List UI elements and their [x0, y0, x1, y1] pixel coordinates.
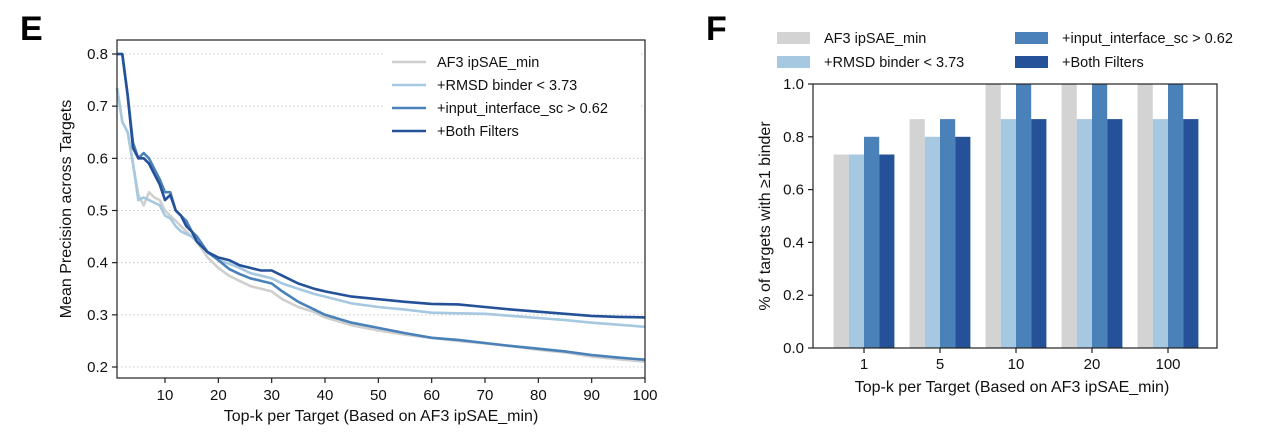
e-y-tick-label: 0.2: [87, 359, 108, 376]
f-legend-swatch-rmsd-binder-3-73: [777, 56, 810, 68]
f-legend-label-rmsd-binder-3-73: +RMSD binder < 3.73: [824, 55, 964, 71]
f-bar-rmsd-binder-3-73-k1: [848, 154, 864, 348]
f-x-tick-label: 100: [1155, 356, 1180, 373]
e-y-tick-label: 0.3: [87, 307, 108, 324]
panel-letter-e: E: [20, 10, 43, 48]
f-bar-af3-ipsae-min-k5: [909, 119, 925, 348]
f-bar-af3-ipsae-min-k20: [1061, 84, 1077, 348]
f-legend: AF3 ipSAE_min +RMSD binder < 3.73 +input_i…: [777, 31, 1233, 71]
e-x-tick-label: 30: [263, 387, 280, 404]
e-y-tick-label: 0.8: [87, 46, 108, 63]
f-bar-both-filters-k10: [1031, 119, 1047, 348]
f-legend-swatch-af3-ipsae-min: [777, 32, 810, 44]
f-y-tick-label: 0.4: [783, 234, 804, 251]
e-x-tick-label: 90: [583, 387, 600, 404]
f-x-tick-label: 10: [1008, 356, 1025, 373]
f-x-tick-label: 1: [860, 356, 868, 373]
f-bar-input-interface-sc-0-62-k100: [1168, 84, 1184, 348]
e-x-tick-label: 80: [530, 387, 547, 404]
f-x-tick-label: 20: [1084, 356, 1101, 373]
f-bar-rmsd-binder-3-73-k20: [1076, 119, 1092, 348]
f-bar-both-filters-k100: [1183, 119, 1199, 348]
e-y-tick-label: 0.5: [87, 203, 108, 220]
f-bar-both-filters-k1: [879, 154, 895, 348]
e-legend-label-af3-ipsae-min: AF3 ipSAE_min: [437, 55, 539, 71]
f-x-ticks: 1 5 10 20 100: [860, 348, 1181, 373]
e-legend-label-input-interface-sc-0-62: +input_interface_sc > 0.62: [437, 101, 608, 117]
e-legend-background: [384, 48, 639, 144]
panel-e-line-chart: 10 20 30 40 50 60 70 80 90 100 0.2 0.3 0.4 0.5 0.6 0.7…: [58, 39, 658, 425]
e-x-tick-label: 40: [317, 387, 334, 404]
f-bar-rmsd-binder-3-73-k10: [1000, 119, 1016, 348]
e-y-tick-label: 0.7: [87, 98, 108, 115]
e-legend: AF3 ipSAE_min +RMSD binder < 3.73 +input_i…: [384, 48, 639, 144]
f-bar-both-filters-k20: [1107, 119, 1123, 348]
f-bars: [833, 84, 1199, 348]
f-bar-both-filters-k5: [955, 136, 971, 348]
e-x-tick-label: 10: [157, 387, 174, 404]
e-y-ticks: 0.2 0.3 0.4 0.5 0.6 0.7 0.8: [87, 46, 117, 376]
e-x-tick-label: 20: [210, 387, 227, 404]
e-x-tick-label: 60: [423, 387, 440, 404]
e-legend-label-both-filters: +Both Filters: [437, 124, 519, 140]
e-line-input-interface-sc-0-62: [117, 52, 646, 361]
f-x-tick-label: 5: [936, 356, 944, 373]
f-bar-rmsd-binder-3-73-k100: [1152, 119, 1168, 348]
f-bar-input-interface-sc-0-62-k10: [1016, 84, 1032, 348]
f-bar-input-interface-sc-0-62-k1: [864, 136, 880, 348]
e-x-tick-label: 100: [632, 387, 657, 404]
e-x-axis-label: Top-k per Target (Based on AF3 ipSAE_min…: [224, 408, 539, 425]
f-y-tick-label: 0.2: [783, 287, 804, 304]
e-x-ticks: 10 20 30 40 50 60 70 80 90 100: [157, 378, 658, 404]
f-legend-label-input-interface-sc-0-62: +input_interface_sc > 0.62: [1062, 31, 1233, 47]
e-legend-label-rmsd-binder-3-73: +RMSD binder < 3.73: [437, 78, 577, 94]
f-bar-af3-ipsae-min-k10: [985, 84, 1001, 348]
f-x-axis-label: Top-k per Target (Based on AF3 ipSAE_min…: [855, 379, 1170, 396]
f-bar-af3-ipsae-min-k1: [833, 154, 849, 348]
f-bar-af3-ipsae-min-k100: [1137, 84, 1153, 348]
e-x-tick-label: 70: [477, 387, 494, 404]
f-plot-frame: [812, 83, 1218, 349]
e-y-tick-label: 0.4: [87, 255, 108, 272]
f-bar-rmsd-binder-3-73-k5: [924, 136, 940, 348]
f-y-tick-label: 0.0: [783, 340, 804, 357]
f-y-tick-label: 0.8: [783, 129, 804, 146]
e-line-rmsd-binder-3-73: [115, 87, 646, 329]
f-bar-input-interface-sc-0-62-k5: [940, 119, 956, 348]
e-series-lines: [115, 52, 646, 364]
panel-letter-f: F: [706, 10, 727, 48]
f-legend-swatch-input-interface-sc-0-62: [1015, 32, 1048, 44]
f-y-ticks: 0.0 0.2 0.4 0.6 0.8 1.0: [783, 76, 813, 357]
e-y-axis-label: Mean Precision across Targets: [58, 100, 75, 318]
f-legend-swatch-both-filters: [1015, 56, 1048, 68]
f-y-tick-label: 1.0: [783, 76, 804, 93]
f-legend-label-both-filters: +Both Filters: [1062, 55, 1144, 71]
f-legend-label-af3-ipsae-min: AF3 ipSAE_min: [824, 31, 926, 47]
panel-f-bar-chart: 1 5 10 20 100 0.0 0.2 0.4 0.6 0.8 1.0 Top-k per T…: [757, 31, 1233, 396]
f-bar-input-interface-sc-0-62-k20: [1092, 84, 1108, 348]
e-line-both-filters: [117, 52, 646, 319]
f-y-tick-label: 0.6: [783, 182, 804, 199]
e-y-tick-label: 0.6: [87, 150, 108, 167]
e-x-tick-label: 50: [370, 387, 387, 404]
e-plot-frame: [116, 39, 646, 379]
f-y-axis-label: % of targets with ≥1 binder: [757, 121, 774, 311]
e-gridlines: [117, 53, 645, 368]
